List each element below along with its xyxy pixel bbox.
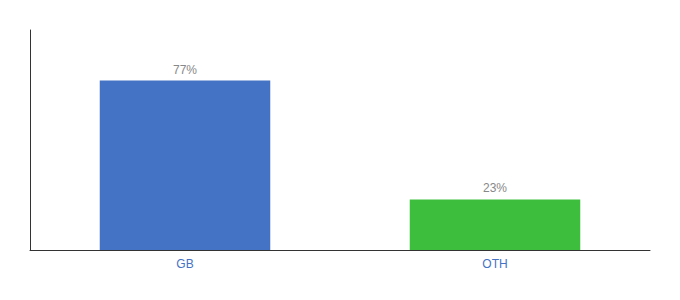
svg-text:23%: 23% bbox=[483, 181, 507, 195]
svg-text:OTH: OTH bbox=[482, 257, 507, 271]
svg-text:77%: 77% bbox=[173, 63, 197, 77]
svg-text:GB: GB bbox=[176, 257, 193, 271]
